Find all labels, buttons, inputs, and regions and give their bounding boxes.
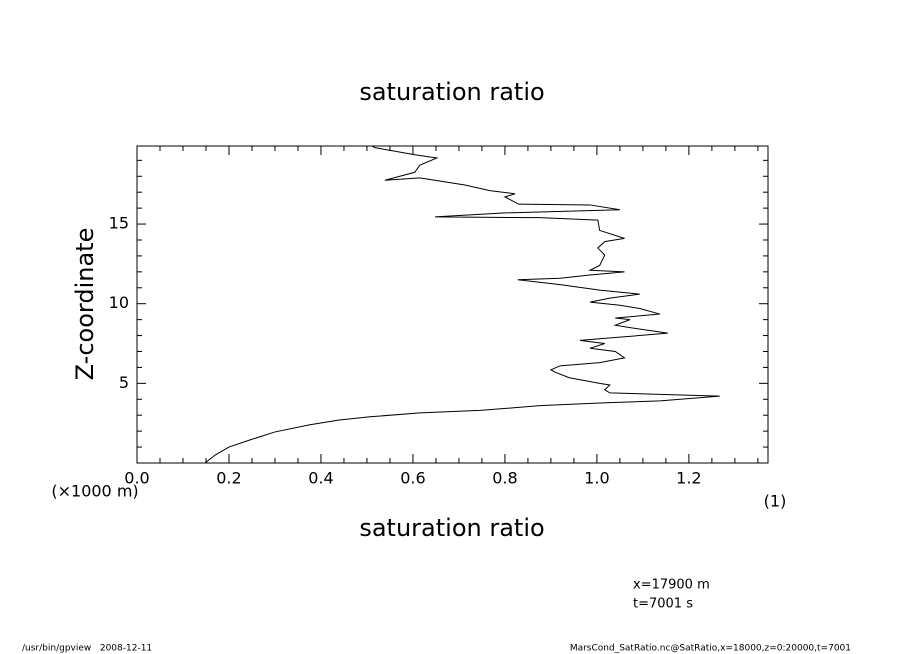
y-axis-label: Z-coordinate [71, 228, 99, 381]
y-tick-label: 5 [119, 373, 129, 392]
footer: /usr/bin/gpview 2008-12-11 [22, 644, 152, 654]
x-tick-label: 0.8 [492, 469, 517, 488]
y-tick-label: 10 [109, 293, 129, 312]
y-axis-unit: (×1000 m) [51, 482, 138, 501]
x-tick-label: 0.2 [216, 469, 241, 488]
plot-frame [136, 145, 769, 464]
y-tick-label: 15 [109, 214, 129, 233]
x-tick-label: 1.0 [584, 469, 609, 488]
x-axis-label: saturation ratio [359, 514, 544, 542]
x-tick-label: 0.6 [400, 469, 425, 488]
x-tick-label: 0.0 [124, 469, 149, 488]
footer: MarsCond_SatRatio.nc@SatRatio,x=18000,z=… [570, 644, 851, 654]
profile-line [204, 145, 720, 464]
chart-title: saturation ratio [359, 78, 544, 106]
annotation: t=7001 s [633, 597, 693, 612]
x-tick-label: 1.2 [676, 469, 701, 488]
x-tick-label: 0.4 [308, 469, 333, 488]
annotation: x=17900 m [633, 578, 710, 593]
x-axis-unit: (1) [764, 492, 787, 511]
